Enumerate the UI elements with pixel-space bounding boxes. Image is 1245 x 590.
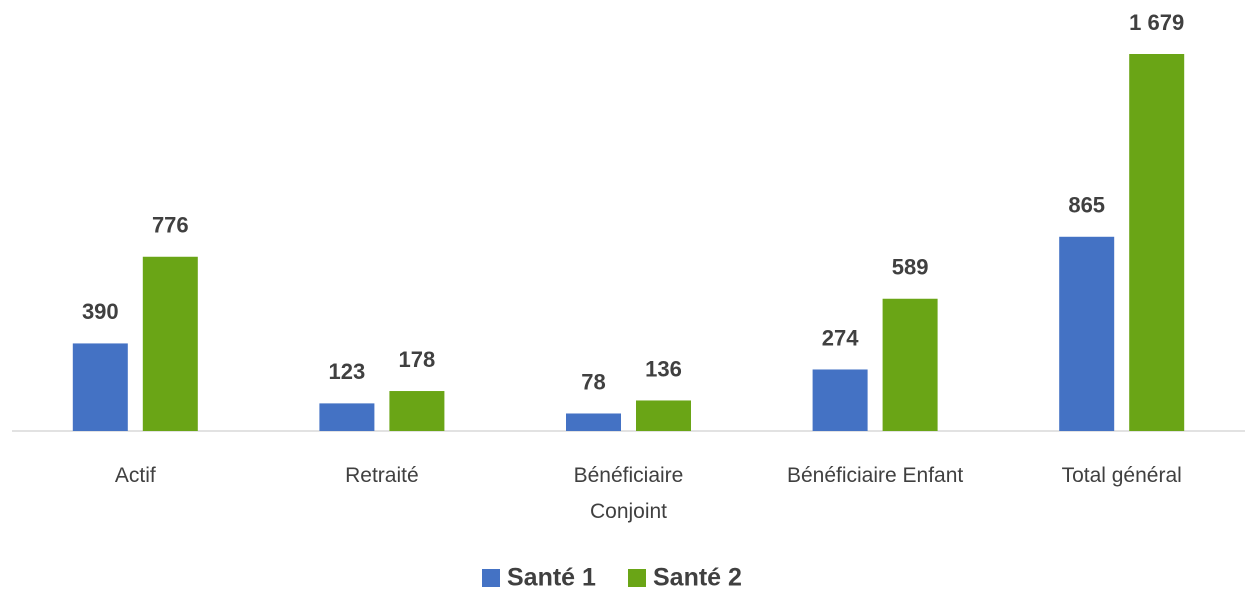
legend-swatch bbox=[482, 569, 500, 587]
bar bbox=[142, 256, 198, 431]
data-label: 589 bbox=[892, 255, 929, 280]
x-tick-label: Total général bbox=[1061, 464, 1182, 487]
data-label: 123 bbox=[329, 359, 366, 384]
data-label: 1 679 bbox=[1129, 10, 1184, 35]
bar bbox=[72, 343, 128, 431]
data-label: 274 bbox=[822, 325, 859, 350]
bar bbox=[389, 391, 445, 431]
x-tick-label: Bénéficiaire Enfant bbox=[786, 464, 964, 487]
x-tick-label: Actif bbox=[114, 464, 156, 487]
data-label: 776 bbox=[152, 213, 189, 238]
legend-label: Santé 2 bbox=[653, 564, 742, 590]
data-label: 865 bbox=[1068, 193, 1105, 218]
bar bbox=[319, 403, 375, 431]
legend-swatch bbox=[628, 569, 646, 587]
data-label: 390 bbox=[82, 299, 119, 324]
data-label: 78 bbox=[581, 369, 605, 394]
x-tick-label: Bénéficiaire Conjoint bbox=[573, 464, 684, 523]
bar bbox=[882, 298, 938, 431]
bar bbox=[1059, 236, 1115, 431]
bar bbox=[636, 400, 691, 431]
bar bbox=[566, 413, 621, 431]
data-label: 136 bbox=[645, 356, 682, 381]
bar bbox=[812, 369, 868, 431]
legend-label: Santé 1 bbox=[507, 564, 596, 590]
bar bbox=[1129, 54, 1185, 431]
data-label: 178 bbox=[399, 347, 436, 372]
x-tick-label: Retraité bbox=[345, 464, 419, 487]
